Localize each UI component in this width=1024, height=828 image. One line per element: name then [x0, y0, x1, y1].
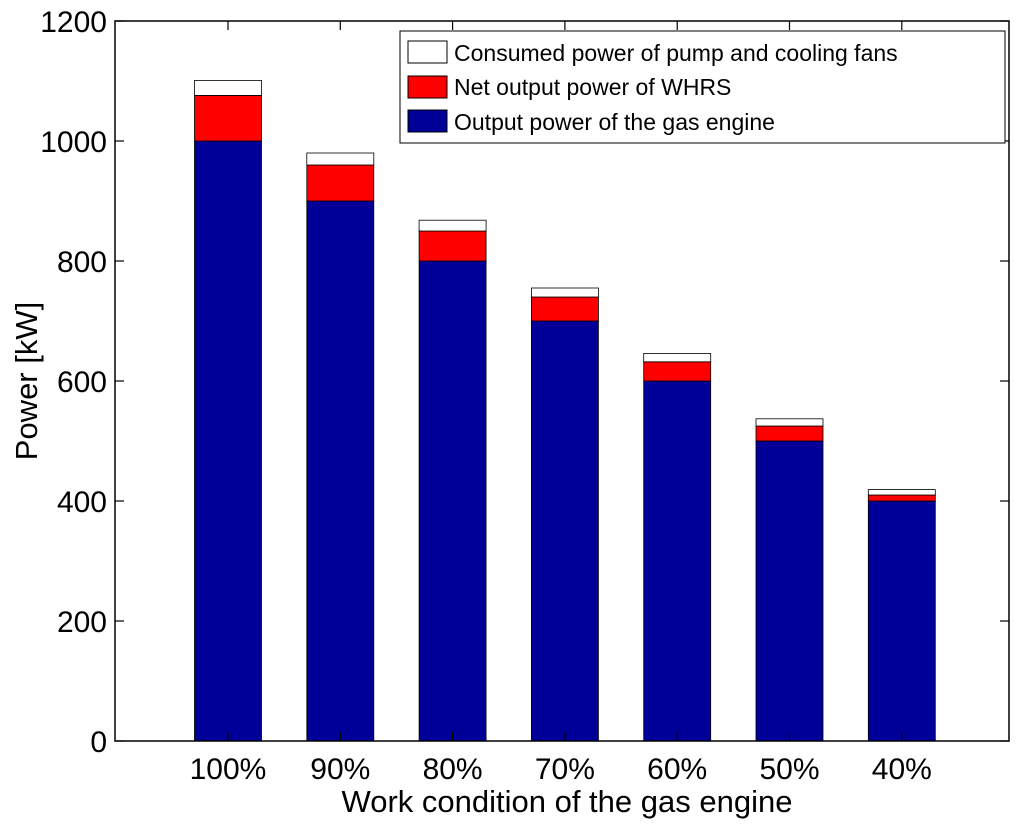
bar-net-output-power-of-whrs-70	[531, 296, 599, 322]
bar-consumed-power-of-pump-and-cooling-fans-50	[755, 418, 824, 427]
bar-consumed-power-of-pump-and-cooling-fans-90	[306, 152, 375, 166]
bar-net-output-power-of-whrs-90	[306, 164, 375, 202]
legend-swatch-consumed	[407, 40, 448, 64]
bar-output-power-of-the-gas-engine-60	[643, 380, 712, 742]
legend-label-net-whrs: Net output power of WHRS	[454, 74, 731, 100]
x-tick-label: 60%	[647, 753, 707, 786]
y-tick-label: 1000	[40, 126, 107, 159]
y-axis: 0 200 400 600 800 1000 1200	[40, 6, 1009, 759]
x-tick-label: 40%	[872, 753, 932, 786]
bar-output-power-of-the-gas-engine-100	[194, 140, 262, 742]
legend-swatch-net-whrs	[407, 75, 448, 99]
x-tick-label: 100%	[190, 753, 267, 786]
y-axis-title: Power [kW]	[9, 302, 44, 460]
y-tick-label: 400	[57, 486, 107, 519]
bar-output-power-of-the-gas-engine-80	[418, 260, 487, 742]
bar-consumed-power-of-pump-and-cooling-fans-80	[418, 219, 487, 232]
y-tick-label: 0	[90, 726, 107, 759]
bar-net-output-power-of-whrs-100	[194, 95, 262, 142]
bar-consumed-power-of-pump-and-cooling-fans-70	[531, 287, 599, 298]
bar-output-power-of-the-gas-engine-90	[306, 200, 375, 742]
bar-consumed-power-of-pump-and-cooling-fans-100	[194, 80, 262, 96]
bar-net-output-power-of-whrs-50	[755, 425, 824, 442]
y-tick-label: 1200	[40, 6, 107, 39]
x-tick-label: 50%	[759, 753, 819, 786]
x-tick-label: 90%	[310, 753, 370, 786]
legend-box	[399, 30, 1006, 144]
bar-consumed-power-of-pump-and-cooling-fans-40	[867, 489, 936, 496]
bar-net-output-power-of-whrs-40	[867, 494, 936, 502]
bar-net-output-power-of-whrs-60	[643, 361, 712, 382]
legend-label-consumed: Consumed power of pump and cooling fans	[454, 40, 898, 66]
legend: Consumed power of pump and cooling fans …	[399, 30, 1006, 144]
x-tick-label: 70%	[535, 753, 595, 786]
y-tick-label: 200	[57, 606, 107, 639]
bar-output-power-of-the-gas-engine-70	[531, 320, 599, 742]
legend-label-gas-engine: Output power of the gas engine	[454, 109, 775, 135]
y-tick-label: 600	[57, 366, 107, 399]
x-axis-title: Work condition of the gas engine	[342, 784, 793, 819]
bars-group	[194, 80, 936, 742]
x-tick-label: 80%	[423, 753, 483, 786]
x-axis: 100% 90% 80% 70% 60% 50% 40%	[190, 21, 932, 786]
bar-output-power-of-the-gas-engine-40	[867, 500, 936, 742]
bar-consumed-power-of-pump-and-cooling-fans-60	[643, 352, 712, 363]
y-tick-label: 800	[57, 246, 107, 279]
bar-output-power-of-the-gas-engine-50	[755, 440, 824, 742]
bar-net-output-power-of-whrs-80	[418, 230, 487, 262]
legend-swatch-gas-engine	[407, 109, 448, 133]
